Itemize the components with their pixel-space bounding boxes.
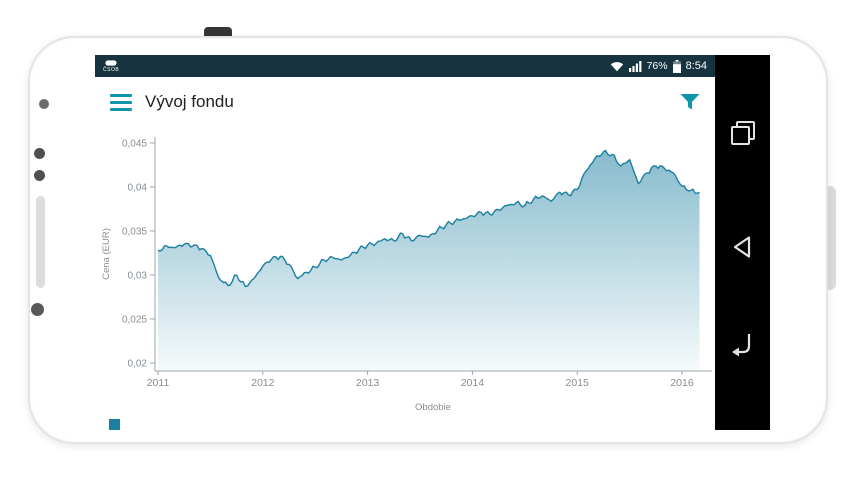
light-sensor [34, 170, 45, 181]
svg-text:2016: 2016 [670, 377, 694, 389]
svg-text:2014: 2014 [461, 377, 485, 389]
page-title: Vývoj fondu [145, 92, 234, 111]
svg-text:Obdobie: Obdobie [415, 402, 451, 413]
earpiece-speaker [36, 196, 45, 288]
svg-text:Cena (EUR): Cena (EUR) [101, 228, 112, 280]
menu-button[interactable] [110, 90, 132, 115]
app-window: ČSOB 76% 8:54 [95, 55, 715, 430]
csob-logo: ČSOB [103, 59, 119, 73]
status-bar: ČSOB 76% 8:54 [95, 55, 715, 77]
signal-icon [628, 60, 641, 72]
android-navbar [715, 55, 770, 430]
svg-text:0,045: 0,045 [122, 139, 147, 150]
filter-button[interactable] [679, 92, 701, 112]
fund-chart-canvas: 0,02 0,025 0,03 0,035 0,04 0,045 2011 2012 2013 2… [95, 127, 715, 430]
svg-text:2011: 2011 [147, 377, 170, 389]
svg-text:2013: 2013 [356, 377, 380, 389]
back-button[interactable] [715, 227, 770, 267]
phone-screen: ČSOB 76% 8:54 [95, 55, 770, 430]
wifi-icon [610, 61, 623, 71]
legend-swatch [109, 419, 120, 430]
svg-text:0,025: 0,025 [122, 315, 147, 326]
svg-text:0,03: 0,03 [128, 271, 148, 282]
csob-logo-icon [105, 60, 117, 66]
front-camera [39, 99, 49, 109]
svg-text:0,035: 0,035 [122, 227, 147, 238]
svg-text:0,04: 0,04 [128, 183, 148, 194]
status-icons: 76% 8:54 [610, 59, 707, 73]
fund-chart[interactable]: 0,02 0,025 0,03 0,035 0,04 0,045 2011 2012 2013 2… [95, 127, 715, 430]
back-icon [733, 236, 750, 258]
recents-icon [730, 121, 755, 145]
filter-icon [680, 94, 700, 110]
return-button[interactable] [715, 323, 770, 363]
svg-text:0,02: 0,02 [128, 359, 148, 370]
recents-button[interactable] [715, 113, 770, 153]
svg-text:2015: 2015 [566, 377, 590, 389]
battery-icon [672, 59, 681, 73]
home-button [31, 303, 44, 316]
battery-percent: 76% [646, 60, 668, 72]
return-icon [731, 334, 750, 357]
app-toolbar: Vývoj fondu [95, 77, 715, 127]
carrier-label: ČSOB [103, 67, 120, 73]
clock: 8:54 [685, 60, 707, 72]
proximity-sensor [34, 148, 45, 159]
svg-text:2012: 2012 [251, 377, 275, 389]
menu-icon [110, 93, 132, 97]
